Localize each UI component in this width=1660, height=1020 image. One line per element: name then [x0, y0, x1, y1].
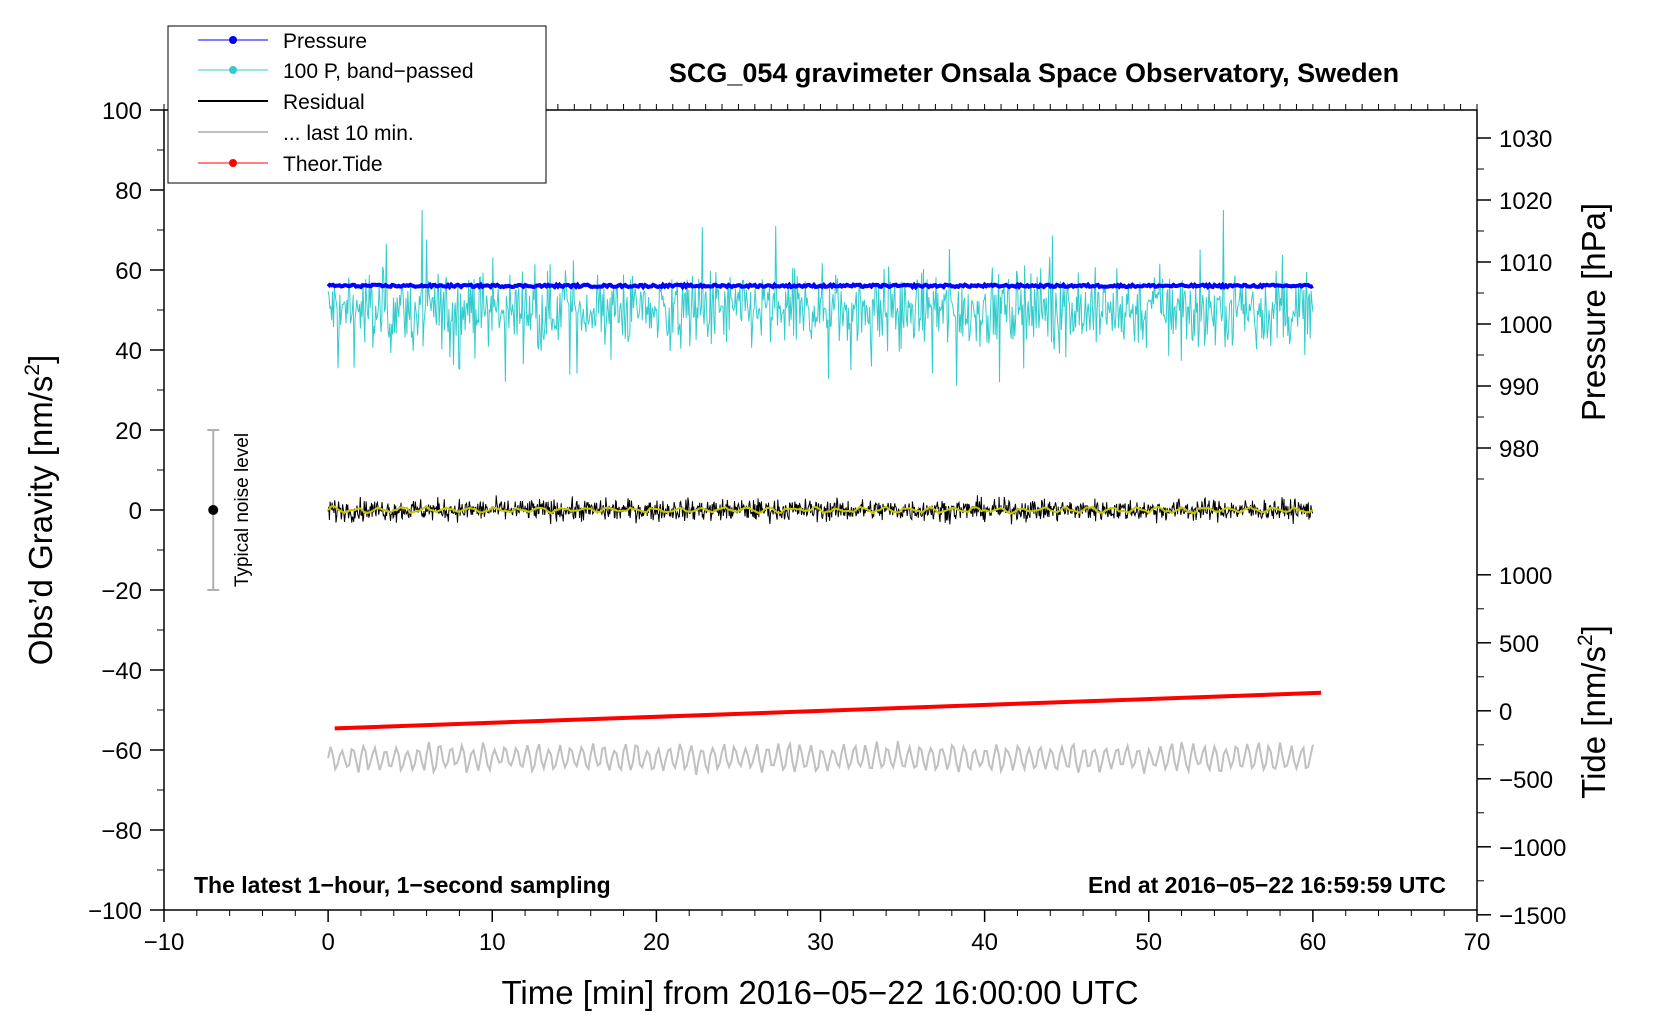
- noise-bar-center-dot: [208, 505, 219, 515]
- legend-label-pressure: Pressure: [283, 30, 367, 53]
- x-tick-label: 0: [321, 929, 334, 956]
- x-axis-label: Time [min] from 2016−05−22 16:00:00 UTC: [501, 974, 1138, 1011]
- y-axis-label-end: ]: [22, 355, 59, 364]
- tide-axis-label-sup: 2: [1574, 634, 1597, 646]
- legend-swatch-tide-dot: [229, 159, 237, 167]
- series-last10-line: [327, 740, 1314, 776]
- tide-tick-label: −500: [1499, 767, 1553, 794]
- annotation-right: End at 2016−05−22 16:59:59 UTC: [1088, 872, 1446, 898]
- pressure-tick-label: 1020: [1499, 188, 1552, 215]
- y-tick-label: 40: [115, 338, 142, 365]
- series-layer: [326, 209, 1322, 776]
- legend-items: [198, 36, 268, 167]
- pressure-axis-label: Pressure [hPa]: [1575, 203, 1612, 421]
- legend: Pressure 100 P, band−passed Residual ...…: [167, 25, 547, 184]
- tide-axis-label-main: Tide [nm/s: [1575, 646, 1612, 799]
- y-tick-label: 0: [129, 498, 142, 525]
- tide-tick-label: −1000: [1499, 835, 1566, 862]
- pressure-tick-label: 1030: [1499, 126, 1552, 153]
- y-tick-label: −40: [101, 658, 142, 685]
- pressure-tick-label: 1000: [1499, 312, 1552, 339]
- y-tick-label: 60: [115, 258, 142, 285]
- legend-box: [167, 25, 547, 184]
- x-tick-label: 40: [971, 929, 998, 956]
- x-tick-label: 60: [1300, 929, 1327, 956]
- tide-axis-label: Tide [nm/s2]: [1574, 625, 1612, 799]
- legend-swatch-pressure-dot: [229, 36, 237, 44]
- x-tick-label: 70: [1464, 929, 1491, 956]
- tide-tick-label: 0: [1499, 699, 1512, 726]
- y-tick-label: 100: [102, 98, 142, 125]
- series-tide-line: [334, 690, 1322, 731]
- series-bandpassed-line: [327, 209, 1314, 386]
- tide-axis-label-end: ]: [1575, 625, 1612, 634]
- annotation-left: The latest 1−hour, 1−second sampling: [194, 872, 611, 898]
- y-axis-label-sup: 2: [21, 364, 44, 376]
- tide-tick-label: 500: [1499, 631, 1539, 658]
- noise-level-label: Typical noise level: [232, 433, 253, 587]
- noise-level-indicator: Typical noise level: [207, 429, 253, 591]
- legend-label-last10: ... last 10 min.: [283, 122, 414, 145]
- y-axis-label: Obs’d Gravity [nm/s2]: [21, 355, 59, 666]
- tide-tick-label: −1500: [1499, 903, 1566, 930]
- pressure-tick-label: 980: [1499, 436, 1539, 463]
- y-tick-label: 20: [115, 418, 142, 445]
- y-tick-label: −20: [101, 578, 142, 605]
- x-tick-label: −10: [144, 929, 185, 956]
- series-pressure-line: [326, 281, 1314, 291]
- y-axis-label-main: Obs’d Gravity [nm/s: [22, 376, 59, 666]
- x-tick-label: 30: [807, 929, 834, 956]
- tide-tick-label: 1000: [1499, 563, 1552, 590]
- x-tick-label: 20: [643, 929, 670, 956]
- pressure-tick-label: 1010: [1499, 250, 1552, 277]
- series-smoothed-residual-line: [327, 504, 1314, 516]
- legend-label-residual: Residual: [283, 91, 365, 114]
- chart-title: SCG_054 gravimeter Onsala Space Observat…: [669, 58, 1399, 88]
- legend-swatch-bandpassed-dot: [229, 66, 237, 74]
- axes-layer: −10 0 10 20 30 40 50 60 70−100−80−60−40−20020406…: [88, 98, 1566, 956]
- x-tick-label: 10: [479, 929, 506, 956]
- pressure-tick-label: 990: [1499, 374, 1539, 401]
- y-tick-label: −100: [88, 898, 142, 925]
- legend-label-bandpassed: 100 P, band−passed: [283, 60, 474, 83]
- legend-label-tide: Theor.Tide: [283, 153, 383, 176]
- y-tick-label: −60: [101, 738, 142, 765]
- x-tick-label: 50: [1135, 929, 1162, 956]
- y-tick-label: 80: [115, 178, 142, 205]
- y-tick-label: −80: [101, 818, 142, 845]
